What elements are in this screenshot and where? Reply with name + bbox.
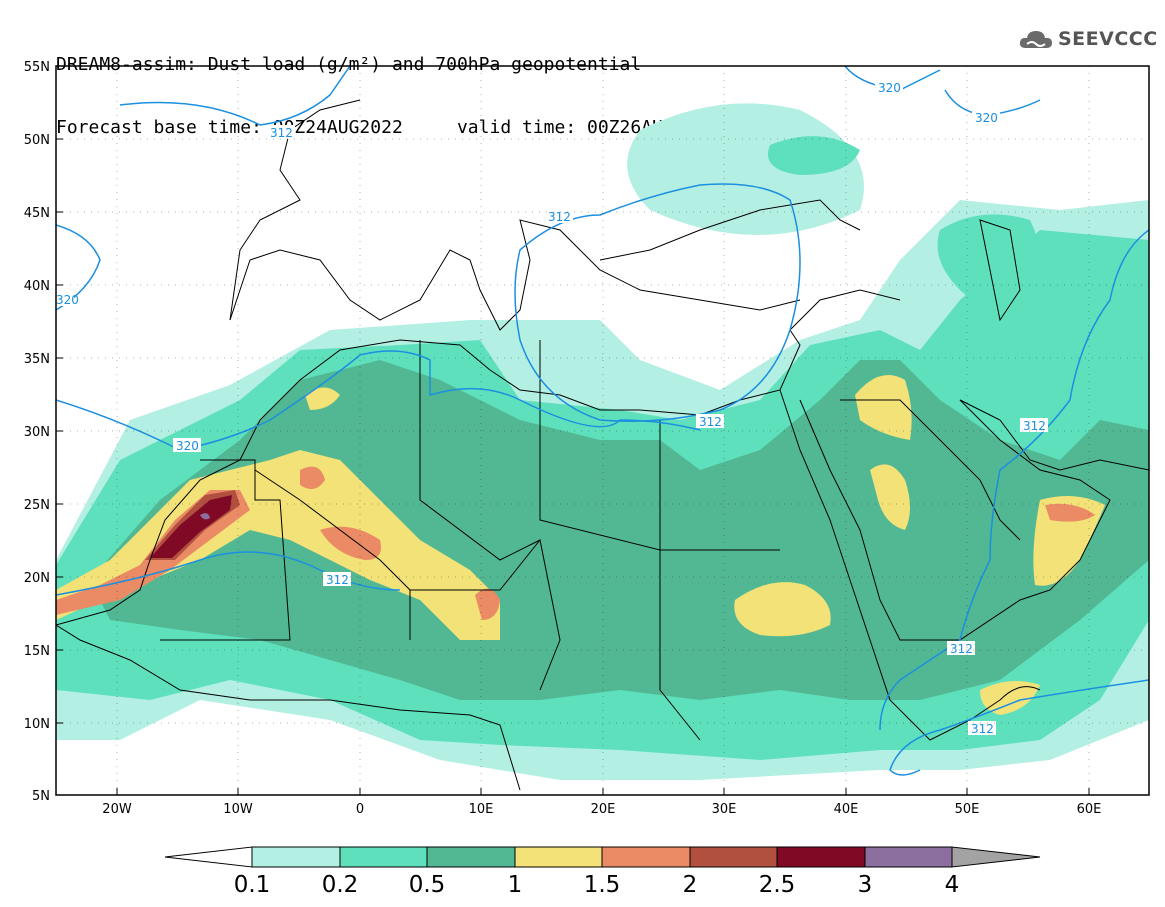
lon-label: 40E — [834, 802, 859, 817]
dust-level-1.5-mali — [320, 526, 381, 560]
coastlines — [56, 99, 1149, 791]
colorbar-swatch — [776, 846, 866, 868]
contour-label: 312 — [950, 642, 973, 656]
colorbar-swatch — [689, 846, 778, 868]
contour-label: 312 — [971, 722, 994, 736]
dust-level-1-morocco — [305, 387, 340, 410]
dust-level-1-socotra — [980, 681, 1040, 715]
black-sea-coast — [599, 199, 861, 261]
dust-level-2.5-west — [150, 495, 232, 558]
lat-label: 50N — [24, 133, 50, 148]
contour-label: 320 — [176, 439, 199, 453]
colorbar-swatch — [426, 846, 516, 868]
levant-coast — [789, 289, 901, 331]
colorbar-swatch — [251, 846, 341, 868]
red-sea-coast — [779, 389, 1001, 741]
contour-label: 312 — [326, 573, 349, 587]
dust-level-4-west — [200, 513, 210, 520]
dust-level-1-west — [56, 450, 500, 640]
lat-label: 20N — [24, 571, 50, 586]
socotra-coast — [999, 686, 1041, 701]
colorbar-label: 1.5 — [584, 872, 621, 898]
lon-label: 10W — [223, 802, 253, 817]
lon-label: 0 — [356, 802, 364, 817]
latitude-labels: 55N 50N 45N 40N 35N 30N 25N 20N 15N 10N … — [24, 60, 50, 804]
colorbar-label: 1 — [508, 872, 523, 898]
iran-coast — [959, 399, 1149, 471]
lon-label: 10E — [469, 802, 494, 817]
europe-west-coast — [229, 99, 361, 321]
africa-north-coast — [56, 329, 801, 626]
longitude-labels: 20W 10W 0 10E 20E 30E 40E 50E 60E — [102, 802, 1101, 817]
colorbar-label: 4 — [945, 872, 960, 898]
europe-south-coast — [229, 219, 801, 331]
contour-label: 312 — [699, 415, 722, 429]
title-line-1: DREAM8-assim: Dust load (g/m²) and 700hP… — [56, 54, 642, 75]
contour-312-south — [889, 679, 1149, 776]
dust-level-0.2-caspian — [937, 214, 1040, 308]
colorbar-swatch — [514, 846, 603, 868]
caspian-coast — [979, 219, 1021, 322]
colorbar-label: 0.5 — [409, 872, 446, 898]
dust-level-0.2-blacksea — [768, 136, 860, 175]
contour-labels: 312 320 312 320 312 320 320 312 312 312 … — [56, 80, 1048, 736]
dust-level-1-sudan — [734, 582, 831, 637]
lon-label: 20W — [102, 802, 132, 817]
contour-label: 312 — [548, 210, 571, 224]
colorbar-low-arrow — [164, 846, 253, 868]
lat-label: 30N — [24, 425, 50, 440]
colorbar-label: 0.2 — [322, 872, 359, 898]
lon-label: 60E — [1077, 802, 1102, 817]
dust-level-1-arabia-north — [855, 375, 912, 440]
lat-label: 40N — [24, 279, 50, 294]
lat-label: 15N — [24, 644, 50, 659]
lat-label: 45N — [24, 206, 50, 221]
border-algeria — [419, 340, 541, 561]
dust-field — [56, 103, 1149, 780]
colorbar-swatch — [864, 846, 953, 868]
contour-312-east — [879, 229, 1149, 731]
contour-label: 312 — [270, 126, 293, 140]
colorbar: 0.1 0.2 0.5 1 1.5 2 2.5 3 4 — [164, 846, 1041, 898]
colorbar-label: 3 — [858, 872, 873, 898]
contour-label: 320 — [975, 111, 998, 125]
border-niger — [410, 538, 561, 691]
dust-level-0.5 — [90, 360, 1149, 700]
colorbar-swatch — [339, 846, 428, 868]
lon-label: 50E — [955, 802, 980, 817]
contour-label: 320 — [56, 293, 79, 307]
arabia-coast — [799, 399, 1111, 641]
gridlines — [56, 66, 1149, 795]
dust-level-1.5-oman — [1045, 503, 1095, 522]
colorbar-swatch — [601, 846, 691, 868]
contour-320-sahel — [56, 551, 401, 596]
logo-text: SEEVCCC — [1058, 28, 1158, 50]
dust-level-1.5-mauritania — [300, 466, 325, 489]
lon-label: 30E — [712, 802, 737, 817]
lon-label: 20E — [591, 802, 616, 817]
colorbar-label: 2.5 — [759, 872, 796, 898]
colorbar-label: 0.1 — [234, 872, 271, 898]
lat-label: 35N — [24, 352, 50, 367]
contour-312-med — [514, 183, 801, 422]
colorbar-high-arrow — [951, 846, 1041, 868]
tick-marks — [56, 65, 1090, 796]
seevccc-logo: SEEVCCC — [1018, 26, 1158, 52]
border-libya — [539, 340, 661, 551]
cloud-logo-icon — [1019, 31, 1052, 48]
contour-312-north — [119, 66, 351, 126]
dust-level-1-arabia — [870, 464, 910, 530]
border-saudi — [840, 399, 1021, 541]
lat-label: 25N — [24, 498, 50, 513]
border-mali — [254, 469, 411, 640]
lat-label: 10N — [24, 717, 50, 732]
colorbar-label: 2 — [683, 872, 698, 898]
border-mauritania — [160, 459, 291, 641]
border-chad-sudan — [659, 550, 701, 741]
contour-label: 312 — [1023, 419, 1046, 433]
lat-label: 55N — [24, 60, 50, 75]
contour-label: 320 — [878, 81, 901, 95]
lat-label: 5N — [32, 789, 50, 804]
